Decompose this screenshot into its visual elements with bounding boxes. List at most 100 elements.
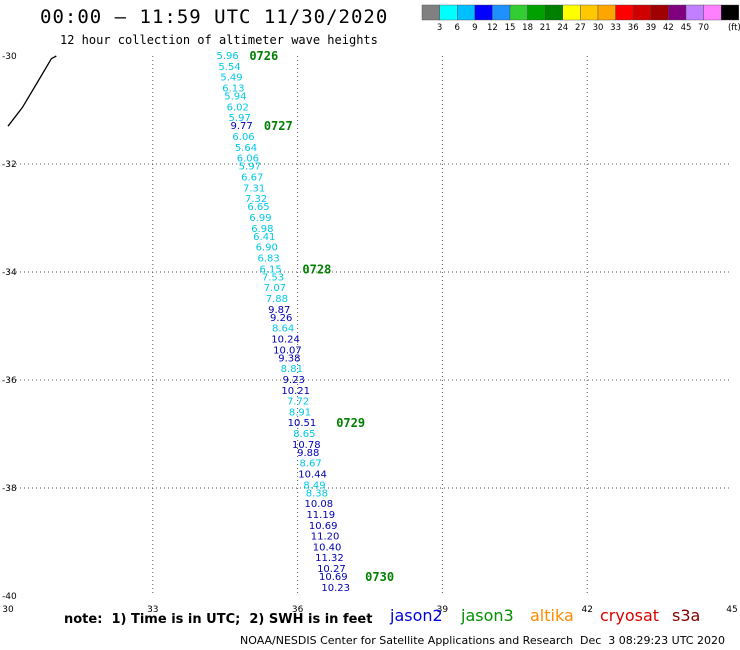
- legend-jason3: jason3: [461, 606, 514, 625]
- colorbar-swatch: [650, 4, 669, 21]
- wave-height-point: 10.24: [271, 335, 300, 346]
- colorbar-label: 36: [628, 23, 639, 33]
- wave-height-point: 9.77: [230, 121, 252, 132]
- wave-height-point: 6.65: [247, 202, 269, 213]
- y-tick-label: -36: [2, 376, 17, 386]
- x-tick-label: 33: [147, 605, 158, 615]
- wave-height-point: 10.78: [292, 440, 321, 451]
- wave-height-point: 10.69: [319, 572, 348, 583]
- time-label: 0730: [365, 570, 394, 584]
- wave-height-point: 6.06: [232, 132, 254, 143]
- footer-timestamp: Dec 3 08:29:23 UTC 2020: [580, 634, 725, 647]
- colorbar-label: 70: [698, 23, 709, 33]
- x-tick-label: 42: [581, 605, 592, 615]
- colorbar-label: 24: [557, 23, 568, 33]
- wave-height-point: 8.67: [299, 459, 321, 470]
- colorbar-swatch: [439, 4, 458, 21]
- wave-height-points: 5.965.545.496.135.946.025.979.776.065.64…: [216, 51, 350, 594]
- wave-height-point: 7.32: [245, 194, 267, 205]
- time-label: 0729: [336, 416, 365, 430]
- colorbar-label: 6: [454, 23, 459, 33]
- footer-note: note: 1) Time is in UTC; 2) SWH is in fe…: [64, 612, 373, 627]
- wave-height-point: 9.88: [297, 448, 319, 459]
- wave-height-point: 10.07: [273, 345, 302, 356]
- wave-height-point: 9.87: [268, 305, 290, 316]
- wave-height-point: 5.94: [224, 92, 246, 103]
- wave-height-point: 5.54: [218, 62, 240, 73]
- wave-height-point: 5.97: [229, 113, 251, 124]
- colorbar-swatch: [703, 4, 722, 21]
- colorbar-label: 9: [472, 23, 477, 33]
- time-label: 0727: [264, 119, 293, 133]
- colorbar-label: 42: [663, 23, 674, 33]
- colorbar-swatch: [562, 4, 581, 21]
- wave-height-point: 6.99: [249, 213, 271, 224]
- wave-height-point: 10.23: [321, 583, 350, 594]
- colorbar-swatch: [527, 4, 546, 21]
- wave-height-point: 5.64: [235, 143, 257, 154]
- colorbar-swatch: [457, 4, 476, 21]
- legend-jason2: jason2: [390, 606, 443, 625]
- wave-height-point: 6.41: [253, 232, 275, 243]
- wave-height-point: 6.83: [258, 254, 280, 265]
- grid: [8, 56, 732, 596]
- y-tick-label: -30: [2, 52, 17, 62]
- legend-s3a: s3a: [672, 606, 701, 625]
- wave-height-point: 8.49: [303, 480, 325, 491]
- colorbar-swatch: [721, 4, 740, 21]
- legend-cryosat: cryosat: [600, 606, 660, 625]
- colorbar-swatch: [685, 4, 704, 21]
- wave-height-point: 6.13: [222, 83, 244, 94]
- wave-height-point: 7.72: [287, 397, 309, 408]
- wave-height-point: 8.91: [289, 407, 311, 418]
- y-tick-label: -34: [2, 268, 17, 278]
- colorbar-label: 27: [575, 23, 586, 33]
- wave-height-point: 6.15: [259, 264, 281, 275]
- colorbar-unit: (ft): [728, 23, 740, 33]
- colorbar-swatch: [421, 4, 440, 21]
- wave-height-point: 10.08: [305, 499, 334, 510]
- y-tick-label: -38: [2, 484, 17, 494]
- colorbar-label: 39: [645, 23, 656, 33]
- wave-height-point: 8.64: [272, 324, 294, 335]
- colorbar-swatch: [597, 4, 616, 21]
- colorbar-swatch: [545, 4, 564, 21]
- colorbar-swatch: [668, 4, 687, 21]
- wave-height-point: 8.65: [293, 429, 315, 440]
- x-tick-label: 45: [726, 605, 737, 615]
- page-title: 00:00 – 11:59 UTC 11/30/2020: [40, 6, 389, 28]
- y-tick-label: -40: [2, 592, 17, 602]
- footer-credit: NOAA/NESDIS Center for Satellite Applica…: [240, 634, 574, 647]
- colorbar-label: 45: [681, 23, 692, 33]
- wave-height-point: 10.69: [309, 521, 338, 532]
- colorbar-label: 30: [593, 23, 604, 33]
- coastline: [7, 55, 57, 127]
- wave-height-point: 11.20: [311, 532, 340, 543]
- x-tick-label: 30: [2, 605, 14, 615]
- time-labels: 0726 0727 0728 0729 0730: [249, 49, 394, 584]
- wave-height-point: 10.21: [281, 386, 310, 397]
- colorbar-swatch: [580, 4, 599, 21]
- coastline-path: [7, 55, 57, 127]
- legend-altika: altika: [530, 606, 574, 625]
- wave-height-point: 8.81: [281, 364, 303, 375]
- wave-height-point: 10.51: [288, 418, 317, 429]
- y-tick-label: -32: [2, 160, 17, 170]
- wave-height-point: 8.38: [306, 488, 328, 499]
- time-label: 0728: [302, 262, 331, 276]
- wave-height-point: 7.88: [266, 294, 288, 305]
- wave-height-point: 9.38: [278, 353, 300, 364]
- wave-height-point: 9.26: [270, 313, 292, 324]
- colorbar: 3 6 9 12 15 18 21 24 27 30 33 36 39 42 45 70 (ft): [421, 4, 740, 33]
- axes: 30 33 36 39 42 45 -30 -32 -34 -36 -38 -40: [2, 52, 738, 615]
- wave-height-point: 5.96: [216, 51, 238, 62]
- wave-height-point: 6.06: [237, 154, 259, 165]
- wave-height-point: 7.53: [262, 272, 284, 283]
- colorbar-swatch: [474, 4, 493, 21]
- colorbar-label: 21: [540, 23, 551, 33]
- x-tick-label: 39: [437, 605, 449, 615]
- wave-height-point: 10.44: [298, 470, 327, 481]
- wave-height-point: 7.07: [264, 283, 286, 294]
- colorbar-swatch: [492, 4, 511, 21]
- wave-height-point: 11.32: [315, 553, 344, 564]
